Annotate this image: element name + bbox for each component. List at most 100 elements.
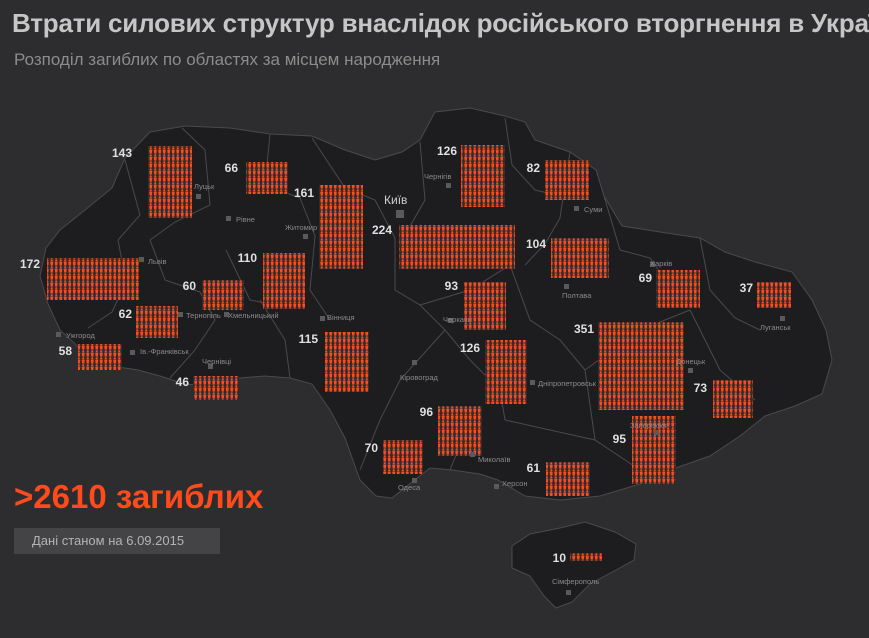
casualty-grid xyxy=(319,185,363,269)
casualty-grid xyxy=(193,376,239,400)
oblast-border xyxy=(149,127,211,241)
city-label: Чернівці xyxy=(202,357,231,366)
city-label: Львів xyxy=(148,257,166,266)
region-casualty-count: 69 xyxy=(639,271,653,285)
region-casualty-count: 95 xyxy=(613,432,627,446)
region-casualty-count: 96 xyxy=(420,405,434,419)
city-label: Житомир xyxy=(285,223,317,232)
city-label: Ужгород xyxy=(66,331,95,340)
casualty-grid xyxy=(246,162,288,194)
region-casualty-count: 115 xyxy=(299,332,319,346)
casualty-grid xyxy=(399,225,515,269)
region-casualty-count: 37 xyxy=(740,281,754,295)
casualty-grid xyxy=(78,344,122,370)
city-marker xyxy=(530,380,535,385)
oblast-border xyxy=(259,299,291,379)
casualty-grid xyxy=(757,282,791,308)
oblast-border xyxy=(509,264,586,371)
page-title: Втрати силових структур внаслідок російс… xyxy=(12,8,869,38)
region-casualty-count: 60 xyxy=(183,279,197,293)
city-marker xyxy=(412,360,417,365)
city-label: Чернігів xyxy=(424,172,452,181)
city-marker xyxy=(226,216,231,221)
city-marker xyxy=(650,262,655,267)
casualty-grid xyxy=(598,322,684,410)
city-label: Миколаїв xyxy=(478,455,510,464)
city-label: Полтава xyxy=(562,291,592,300)
casualty-grid xyxy=(148,146,192,218)
city-label: Херсон xyxy=(502,479,528,488)
city-marker xyxy=(574,206,579,211)
city-marker xyxy=(320,316,325,321)
oblast-border xyxy=(699,237,761,331)
casualty-grid xyxy=(383,440,423,474)
region-casualty-count: 10 xyxy=(553,551,567,565)
city-label: Запоріжжя xyxy=(630,421,667,430)
city-marker xyxy=(396,210,404,218)
casualty-grid xyxy=(47,258,139,300)
casualty-grid xyxy=(656,270,700,308)
city-marker xyxy=(780,316,785,321)
city-marker xyxy=(56,332,61,337)
casualty-grid xyxy=(485,340,527,404)
city-label: Рівне xyxy=(236,215,255,224)
region-casualty-count: 351 xyxy=(574,322,594,336)
city-marker xyxy=(654,430,659,435)
city-markers: Київ Луцьк Рівне Житомир Чернігів Суми Львів Те… xyxy=(56,172,791,595)
casualty-grid xyxy=(551,238,609,278)
casualty-grid xyxy=(632,416,676,484)
city-label: Київ xyxy=(384,193,407,207)
city-marker xyxy=(224,312,229,317)
oblast-border xyxy=(149,239,201,293)
city-label: Одеса xyxy=(398,483,421,492)
page-subtitle: Розподіл загиблих по областях за місцем … xyxy=(14,50,441,69)
oblast-border xyxy=(359,329,446,471)
oblast-border xyxy=(309,235,331,321)
casualty-grid xyxy=(263,253,305,309)
casualty-grid xyxy=(202,280,244,310)
region-casualty-count: 70 xyxy=(365,441,379,455)
region-casualty-count: 172 xyxy=(20,257,40,271)
city-label: Тернопіль xyxy=(186,311,221,320)
city-label: Хмельницький xyxy=(228,311,279,320)
casualty-grid xyxy=(713,380,753,418)
city-marker xyxy=(196,194,201,199)
city-label: Донецьк xyxy=(676,357,706,366)
casualty-grid xyxy=(546,462,590,496)
city-marker xyxy=(412,478,417,483)
oblast-border xyxy=(394,238,446,331)
region-casualty-count: 61 xyxy=(527,461,541,475)
oblast-border xyxy=(504,419,641,471)
casualty-grid xyxy=(438,406,482,456)
region-casualty-count: 224 xyxy=(372,223,392,237)
city-label: Сімферополь xyxy=(552,577,599,586)
region-casualty-count: 126 xyxy=(437,144,457,158)
region-casualty-count: 66 xyxy=(225,161,239,175)
city-marker xyxy=(494,484,499,489)
crimea-shape xyxy=(511,521,637,609)
total-casualties: >2610 загиблих xyxy=(14,478,264,515)
region-casualty-count: 143 xyxy=(112,146,132,160)
city-marker xyxy=(470,452,475,457)
casualty-grids: 143 66 161 224 126 82 104 69 37 172 110 60 62 58 46 115… xyxy=(20,144,791,565)
city-label: Вінниця xyxy=(327,313,355,322)
city-marker xyxy=(566,590,571,595)
casualty-grid xyxy=(461,145,505,207)
region-casualty-count: 62 xyxy=(119,307,133,321)
region-casualty-count: 82 xyxy=(527,161,541,175)
city-marker xyxy=(303,234,308,239)
city-marker xyxy=(178,312,183,317)
city-label: Дніпропетровськ xyxy=(538,379,597,388)
region-casualty-count: 93 xyxy=(445,279,459,293)
city-label: Ів.-Франківськ xyxy=(140,347,189,356)
city-label: Харків xyxy=(650,259,672,268)
city-label: Луганськ xyxy=(760,323,791,332)
casualty-grid xyxy=(136,306,178,338)
region-casualty-count: 73 xyxy=(694,381,708,395)
city-marker xyxy=(448,318,453,323)
city-marker xyxy=(446,183,451,188)
casualty-grid xyxy=(545,160,589,200)
city-marker xyxy=(130,350,135,355)
